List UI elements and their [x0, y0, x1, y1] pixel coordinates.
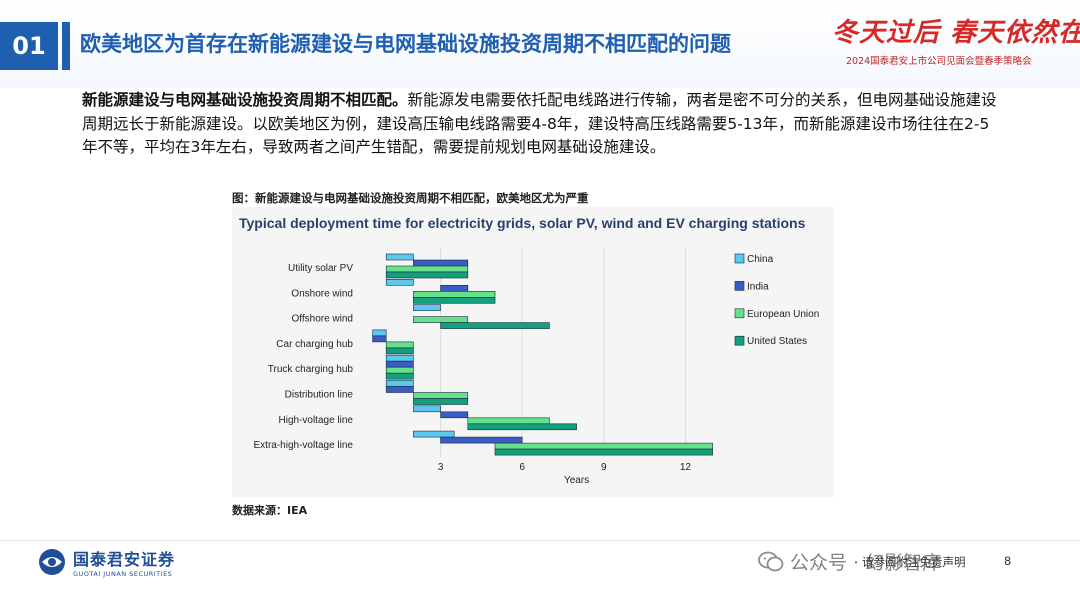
bar	[413, 398, 469, 405]
wechat-icon	[758, 551, 784, 571]
bar	[413, 316, 469, 323]
bar	[385, 372, 414, 380]
category-label: Offshore wind	[291, 314, 353, 325]
chart-container: Typical deployment time for electricity …	[232, 207, 834, 497]
bar	[385, 360, 414, 368]
bar	[494, 448, 713, 456]
category-label: Onshore wind	[291, 288, 353, 299]
bar	[372, 335, 387, 343]
header-band	[0, 0, 1080, 88]
legend-label: United States	[747, 336, 807, 347]
legend-label: European Union	[747, 309, 819, 320]
x-tick-label: 3	[438, 462, 444, 473]
category-label: High-voltage line	[279, 415, 354, 426]
bar	[413, 304, 441, 311]
watermark-text: 公众号 · 幻影智库	[790, 552, 942, 574]
category-label: Car charging hub	[276, 339, 353, 350]
x-tick-label: 9	[601, 462, 607, 473]
x-tick-label: 6	[519, 462, 525, 473]
category-label: Utility solar PV	[288, 263, 353, 274]
company-name-cn: 国泰君安证券	[73, 550, 176, 569]
bar	[440, 436, 523, 444]
bar	[385, 271, 469, 279]
body-text: 新能源发电需要依托配电线路进行传输，两者是密不可分的关系，但电网基础设施建设周期…	[82, 91, 997, 156]
legend-swatch	[734, 308, 745, 319]
legend-swatch	[734, 253, 745, 264]
disclaimer-link[interactable]: 请参阅附注免责声明	[862, 555, 966, 569]
category-label: Extra-high-voltage line	[254, 440, 354, 451]
bar	[413, 297, 496, 304]
body-paragraph: 新能源建设与电网基础设施投资周期不相匹配。新能源发电需要依托配电线路进行传输，两…	[82, 89, 1000, 160]
chart-title: Typical deployment time for electricity …	[239, 215, 806, 231]
bar	[385, 380, 414, 387]
bar	[440, 285, 469, 292]
event-subtitle: 2024国泰君安上市公司见面会暨春季策略会	[846, 56, 1032, 67]
bar	[467, 423, 577, 431]
legend-label: India	[747, 281, 769, 292]
bar	[413, 259, 469, 267]
deployment-time-chart: Typical deployment time for electricity …	[239, 215, 819, 486]
category-label: Truck charging hub	[268, 364, 354, 375]
watermark: 公众号 · 幻影智库	[758, 548, 941, 575]
bar	[385, 265, 469, 273]
bar	[385, 279, 414, 286]
legend-label: China	[747, 254, 774, 265]
bar	[385, 341, 414, 349]
title-accent-bar	[62, 22, 70, 70]
bar	[385, 347, 414, 355]
bar	[494, 442, 713, 450]
bar	[440, 322, 550, 329]
company-name-en: GUOTAI JUNAN SECURITIES	[73, 570, 173, 578]
company-logo: 国泰君安证券 GUOTAI JUNAN SECURITIES	[37, 546, 175, 578]
bar	[413, 291, 496, 298]
category-label: Distribution line	[285, 390, 354, 401]
footer-divider	[0, 540, 1080, 541]
bar	[413, 392, 469, 399]
bar	[467, 417, 550, 425]
figure-caption: 图：新能源建设与电网基础设施投资周期不相匹配，欧美地区尤为严重	[232, 191, 589, 205]
page-title: 欧美地区为首存在新能源建设与电网基础设施投资周期不相匹配的问题	[80, 32, 731, 56]
x-tick-label: 12	[680, 462, 692, 473]
bar	[385, 253, 414, 261]
bar	[413, 405, 441, 413]
bar	[385, 366, 414, 374]
bar	[413, 430, 455, 438]
data-source: 数据来源：IEA	[232, 504, 308, 517]
legend-swatch	[734, 335, 745, 346]
bar	[372, 329, 387, 337]
company-logo-icon	[39, 549, 65, 575]
bar	[440, 411, 469, 419]
page-number: 8	[1004, 554, 1012, 568]
slogan-logo: 冬天过后 春天依然在	[832, 18, 1080, 48]
bar	[385, 354, 414, 362]
bar	[385, 386, 414, 393]
section-number: 01	[0, 22, 58, 70]
x-axis-label: Years	[564, 475, 589, 486]
body-lead: 新能源建设与电网基础设施投资周期不相匹配。	[82, 91, 408, 109]
legend-swatch	[734, 281, 745, 291]
